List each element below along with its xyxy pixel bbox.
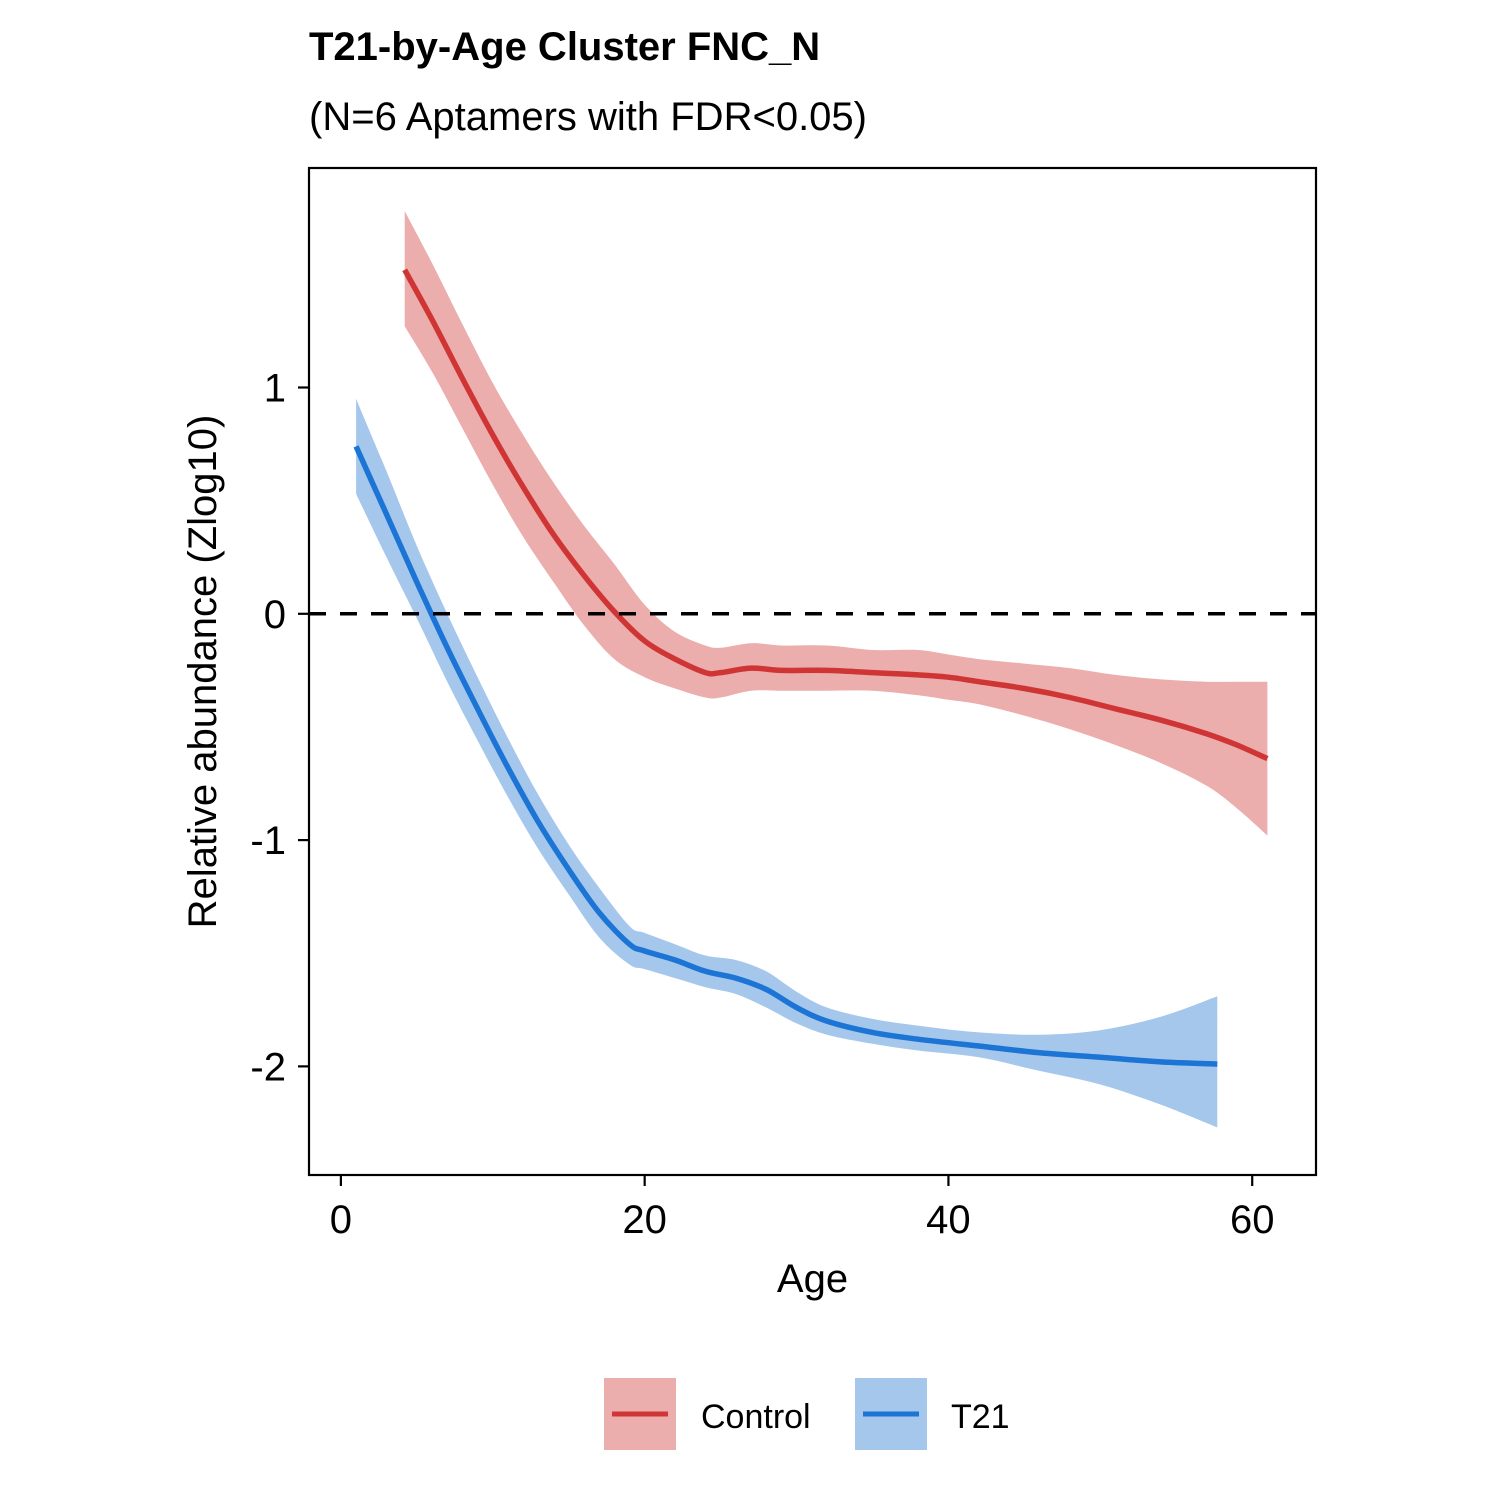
x-axis: 0 20 40 60	[330, 1175, 1275, 1242]
legend-label-t21: T21	[951, 1398, 1010, 1436]
chart-subtitle: (N=6 Aptamers with FDR<0.05)	[309, 95, 867, 139]
y-tick-label: -1	[250, 819, 286, 863]
x-tick-label: 60	[1230, 1198, 1275, 1242]
x-tick-label: 40	[926, 1198, 971, 1242]
x-tick-label: 0	[330, 1198, 352, 1242]
x-tick-label: 20	[622, 1198, 667, 1242]
legend-item-control: Control	[604, 1378, 811, 1450]
legend-item-t21: T21	[855, 1378, 1010, 1450]
x-axis-label: Age	[777, 1257, 848, 1301]
y-tick-label: -2	[250, 1045, 286, 1089]
chart-title: T21-by-Age Cluster FNC_N	[309, 25, 820, 69]
plot-area	[307, 166, 1318, 1177]
y-tick-label: 1	[264, 367, 286, 411]
plot-border	[307, 166, 1318, 1177]
control-confidence-band	[404, 210, 1268, 836]
legend: Control T21	[604, 1378, 1010, 1450]
control-trend-line	[402, 268, 1269, 762]
t21-trend-line	[353, 445, 1218, 1067]
t21-confidence-band	[356, 398, 1218, 1128]
y-axis-label: Relative abundance (Zlog10)	[181, 415, 225, 929]
legend-label-control: Control	[701, 1398, 811, 1436]
y-tick-label: 0	[264, 593, 286, 637]
y-axis: -2 -1 0 1	[250, 367, 309, 1089]
